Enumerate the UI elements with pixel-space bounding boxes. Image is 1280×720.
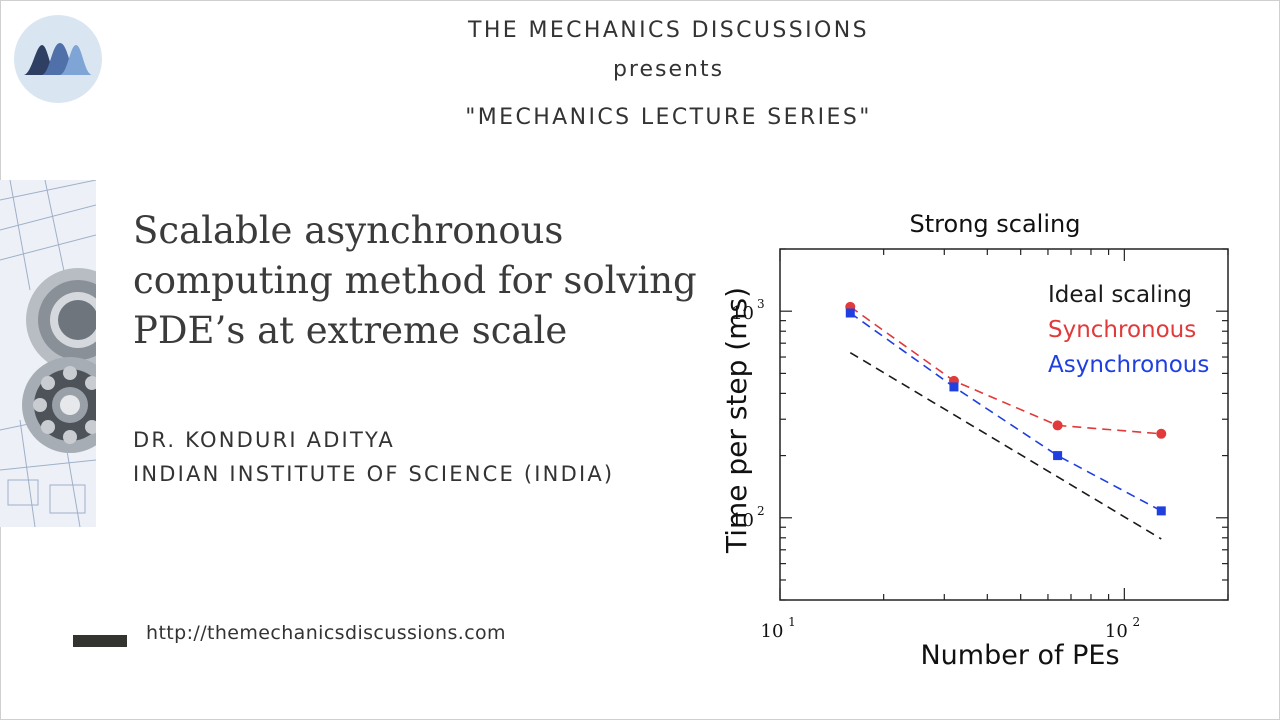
data-point xyxy=(1156,506,1166,516)
chart-title: Strong scaling xyxy=(910,210,1081,238)
presents-label: presents xyxy=(612,57,725,82)
data-point xyxy=(845,308,855,318)
speaker-block: DR. KONDURI ADITYA INDIAN INSTITUTE OF S… xyxy=(133,423,614,491)
y-axis-label: Time per step (ms) xyxy=(720,287,753,554)
data-point xyxy=(1156,428,1167,439)
y-tick-label: 10 xyxy=(731,303,754,324)
data-point xyxy=(1053,451,1063,461)
org-title: THE MECHANICS DISCUSSIONS xyxy=(468,18,869,43)
talk-title-line: PDE’s at extreme scale xyxy=(133,309,568,352)
series-line xyxy=(849,306,1162,435)
mountain-logo-icon xyxy=(14,15,102,103)
legend-entry: Ideal scaling xyxy=(1048,282,1192,308)
speaker-name: DR. KONDURI ADITYA xyxy=(133,428,395,452)
x-axis-label: Number of PEs xyxy=(920,640,1119,671)
series-line xyxy=(849,312,1162,512)
legend-entry: Asynchronous xyxy=(1048,352,1209,378)
series-title: "MECHANICS LECTURE SERIES" xyxy=(465,105,872,130)
y-tick-label-exponent: 2 xyxy=(757,504,765,518)
legend-entry: Synchronous xyxy=(1048,317,1196,343)
x-tick-label: 10 xyxy=(761,621,784,642)
speaker-affiliation: INDIAN INSTITUTE OF SCIENCE (INDIA) xyxy=(133,462,615,486)
data-point xyxy=(949,382,959,392)
talk-title: Scalable asynchronous computing method f… xyxy=(133,206,697,356)
website-link[interactable]: http://themechanicsdiscussions.com xyxy=(146,622,506,644)
series-line xyxy=(849,351,1162,540)
talk-title-line: Scalable asynchronous xyxy=(133,209,564,252)
footer-accent-bar xyxy=(73,635,127,647)
y-tick-label: 10 xyxy=(731,510,754,531)
bearing-blueprint-image xyxy=(0,180,96,527)
data-point xyxy=(1052,420,1063,431)
x-tick-label: 10 xyxy=(1105,621,1128,642)
talk-title-line: computing method for solving xyxy=(133,259,697,302)
y-tick-label-exponent: 3 xyxy=(757,297,765,311)
plot-frame xyxy=(779,248,1229,601)
x-tick-label-exponent: 2 xyxy=(1133,615,1141,629)
x-tick-label-exponent: 1 xyxy=(788,615,796,629)
